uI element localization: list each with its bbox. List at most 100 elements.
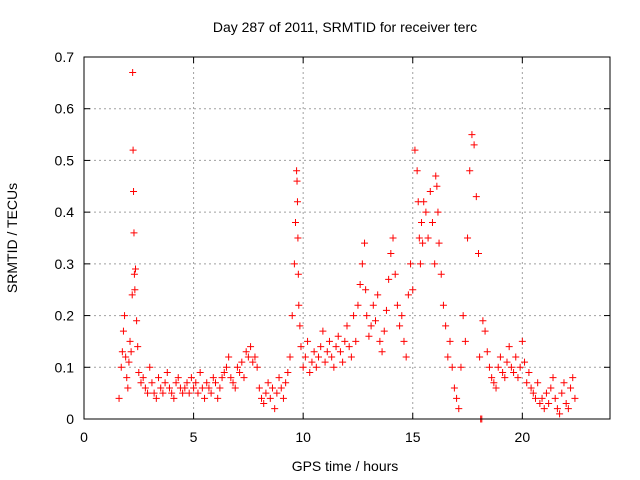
plot-frame [83, 56, 611, 420]
data-point [296, 322, 304, 330]
data-point [299, 363, 307, 371]
data-point [431, 260, 439, 268]
data-point [396, 322, 404, 330]
data-point [163, 368, 171, 376]
data-point [545, 399, 553, 407]
data-point [464, 234, 472, 242]
data-point [132, 265, 140, 273]
data-point [330, 363, 338, 371]
data-point [352, 337, 360, 345]
data-point [295, 301, 303, 309]
data-point [304, 337, 312, 345]
data-point [258, 394, 266, 402]
data-point [179, 389, 187, 397]
data-point [328, 353, 336, 361]
data-point [231, 384, 239, 392]
data-point [124, 384, 132, 392]
data-point [382, 306, 390, 314]
data-point [273, 389, 281, 397]
data-point [238, 358, 246, 366]
data-point [516, 363, 524, 371]
data-point [148, 379, 156, 387]
data-point [404, 291, 412, 299]
data-point [247, 343, 255, 351]
data-point [455, 405, 463, 413]
data-point [531, 394, 539, 402]
data-point [488, 374, 496, 382]
data-point [134, 343, 142, 351]
data-point [205, 384, 213, 392]
y-tick-label: 0.4 [55, 204, 75, 220]
data-point [358, 260, 366, 268]
data-point [260, 399, 268, 407]
data-point [496, 353, 504, 361]
data-point [433, 182, 441, 190]
data-point [367, 322, 375, 330]
data-point [119, 327, 127, 335]
data-point [534, 379, 542, 387]
data-point [135, 368, 143, 376]
data-point [571, 394, 579, 402]
data-point [356, 281, 364, 289]
data-point [190, 384, 198, 392]
data-point [312, 363, 320, 371]
data-point [347, 353, 355, 361]
data-point [301, 353, 309, 361]
data-point [207, 389, 215, 397]
data-point [527, 384, 535, 392]
data-point [216, 384, 224, 392]
data-point [297, 343, 305, 351]
data-point [131, 286, 139, 294]
data-point [123, 374, 131, 382]
data-point [428, 218, 436, 226]
data-point [459, 312, 467, 320]
data-point [332, 343, 340, 351]
data-point [538, 394, 546, 402]
data-point [439, 301, 447, 309]
data-point [244, 353, 252, 361]
data-point [293, 177, 301, 185]
data-point [374, 291, 382, 299]
data-point [214, 394, 222, 402]
data-point [446, 337, 454, 345]
data-points [115, 69, 579, 423]
data-point [409, 286, 417, 294]
data-point [268, 384, 276, 392]
data-point [510, 368, 518, 376]
data-point [540, 405, 548, 413]
data-point [271, 405, 279, 413]
y-tick-label: 0.1 [55, 359, 75, 375]
data-point [161, 379, 169, 387]
data-point [507, 363, 515, 371]
data-point [518, 337, 526, 345]
data-point [294, 234, 302, 242]
data-point [181, 384, 189, 392]
data-point [416, 260, 424, 268]
data-point [435, 239, 443, 247]
data-point [222, 363, 230, 371]
data-point [203, 379, 211, 387]
data-point [551, 394, 559, 402]
data-point [476, 353, 484, 361]
data-point [118, 348, 126, 356]
data-point [343, 322, 351, 330]
data-point [437, 270, 445, 278]
tick-labels: 0 5 10 15 20 0 0.1 0.2 0.3 0.4 0.5 0.6 0.7 [55, 49, 531, 445]
x-axis-label: GPS time / hours [292, 458, 399, 474]
data-point [378, 348, 386, 356]
data-point [470, 141, 478, 149]
data-point [415, 234, 423, 242]
y-tick-label: 0.5 [55, 152, 75, 168]
data-point [411, 146, 419, 154]
data-point [212, 379, 219, 387]
data-point [227, 374, 235, 382]
data-point [240, 374, 248, 382]
gridlines [84, 57, 610, 419]
data-point [521, 358, 529, 366]
data-point [362, 286, 370, 294]
x-tick-label: 20 [515, 429, 531, 445]
data-point [420, 198, 428, 206]
data-point [323, 348, 331, 356]
data-point [336, 348, 344, 356]
